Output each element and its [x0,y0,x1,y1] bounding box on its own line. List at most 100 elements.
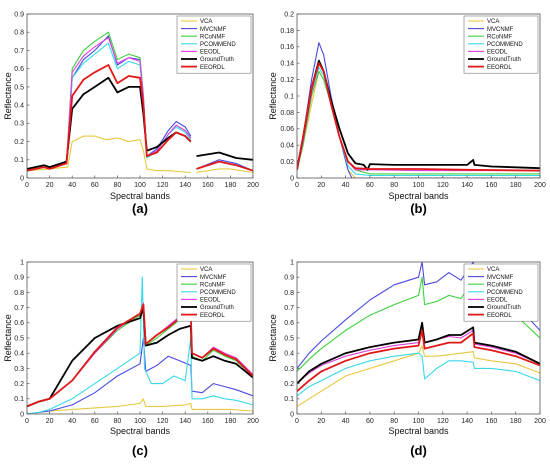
y-tick-label: 0.5 [14,84,24,91]
y-tick-label: 0.9 [284,275,294,282]
y-tick-label: 0.18 [280,28,294,35]
x-tick-label: 100 [134,418,146,425]
y-tick-label: 0 [20,411,24,418]
y-tick-label: 0.5 [284,335,294,342]
y-tick-label: 0 [20,175,24,182]
x-tick-label: 160 [486,418,498,425]
legend-label-eeordl: EEORDL [487,65,512,71]
y-axis-label: Reflectance [268,72,278,120]
subplot-b: 0 20 40 60 80 100 120 140 160 180 200 0 0.02 0.04 0.06… [268,11,546,216]
x-tick-label: 140 [179,182,191,189]
y-tick-label: 0 [290,411,294,418]
y-tick-label: 0.3 [284,366,294,373]
y-tick-label: 0.16 [280,44,294,51]
x-tick-label: 120 [437,418,449,425]
x-tick-label: 200 [534,418,546,425]
series-line-vca [297,345,540,407]
series-line-groundtruth [27,76,253,170]
x-axis-label: Spectral bands [388,191,449,201]
x-tick-label: 80 [114,418,122,425]
legend-label-rconmf: RCoNMF [200,34,225,40]
y-tick-label: 0.02 [280,159,294,166]
y-tick-label: 0.3 [14,121,24,128]
x-tick-label: 180 [225,182,237,189]
x-tick-label: 160 [202,182,214,189]
legend-label-groundtruth: GroundTruth [487,57,521,63]
x-tick-label: 80 [390,182,398,189]
legend-label-groundtruth: GroundTruth [200,305,234,311]
series-line-eeordl [27,64,253,172]
y-tick-label: 0.5 [14,335,24,342]
y-tick-label: 0.1 [284,396,294,403]
x-tick-label: 200 [247,182,259,189]
x-tick-label: 60 [91,418,99,425]
legend-label-pcommend: PCOMMEND [200,42,236,48]
x-tick-label: 40 [342,182,350,189]
y-tick-label: 0.04 [280,143,294,150]
y-tick-label: 0.8 [284,290,294,297]
x-tick-label: 200 [534,182,546,189]
x-tick-label: 20 [317,418,325,425]
y-axis-label: Reflectance [3,72,13,120]
y-tick-label: 0.2 [284,11,294,18]
y-axis-label: Reflectance [3,314,13,362]
x-tick-label: 80 [114,182,122,189]
legend-label-eeodl: EEODL [200,50,221,56]
legend-label-mvcnmf: MVCNMF [200,27,227,33]
subplot-caption: (a) [132,201,148,216]
subplot-c: 0 20 40 60 80 100 120 140 160 180 200 0 0.1 0.2 0.3 0.4… [3,259,259,458]
x-tick-label: 100 [134,182,146,189]
legend-label-rconmf: RCoNMF [487,282,512,288]
legend-label-vca: VCA [487,267,499,273]
y-tick-label: 1 [20,259,24,266]
legend-label-eeordl: EEORDL [200,65,225,71]
x-tick-label: 80 [390,418,398,425]
y-tick-label: 0.4 [14,103,24,110]
y-tick-label: 0.3 [14,366,24,373]
y-tick-label: 0.6 [14,66,24,73]
subplot-caption: (b) [410,201,427,216]
x-tick-label: 20 [317,182,325,189]
x-tick-label: 40 [68,418,76,425]
y-tick-label: 0.4 [14,351,24,358]
x-tick-label: 180 [510,418,522,425]
x-tick-label: 0 [295,182,299,189]
legend-label-groundtruth: GroundTruth [487,305,521,311]
x-tick-label: 180 [510,182,522,189]
legend-label-vca: VCA [487,19,499,25]
x-tick-label: 20 [46,418,54,425]
y-tick-label: 0.12 [280,77,294,84]
y-tick-label: 0.8 [14,30,24,37]
x-tick-label: 160 [486,182,498,189]
x-tick-label: 0 [25,418,29,425]
legend-box [463,15,539,74]
legend-label-vca: VCA [200,267,212,273]
y-tick-label: 0.06 [280,126,294,133]
legend-box [463,263,539,322]
y-tick-label: 0.8 [14,290,24,297]
legend-label-eeordl: EEORDL [200,313,225,319]
y-tick-label: 0.7 [14,48,24,55]
series-line-mvcnmf [27,337,253,414]
subplot-a: 0 20 40 60 80 100 120 140 160 180 200 0 0.1 0.2 0.3 0.4… [3,11,259,216]
x-tick-label: 60 [366,182,374,189]
legend-label-rconmf: RCoNMF [200,282,225,288]
x-tick-label: 60 [91,182,99,189]
y-tick-label: 0.2 [14,139,24,146]
subplot-caption: (d) [410,443,427,458]
legend-label-eeodl: EEODL [487,298,508,304]
x-tick-label: 160 [202,418,214,425]
y-axis-label: Reflectance [268,314,278,362]
legend-label-pcommend: PCOMMEND [487,290,523,296]
legend-label-eeodl: EEODL [487,50,508,56]
x-tick-label: 140 [461,418,473,425]
x-tick-label: 60 [366,418,374,425]
legend-label-mvcnmf: MVCNMF [200,275,227,281]
y-tick-label: 0.2 [14,381,24,388]
x-tick-label: 0 [25,182,29,189]
legend-box [176,15,252,74]
series-line-vca [27,135,253,174]
